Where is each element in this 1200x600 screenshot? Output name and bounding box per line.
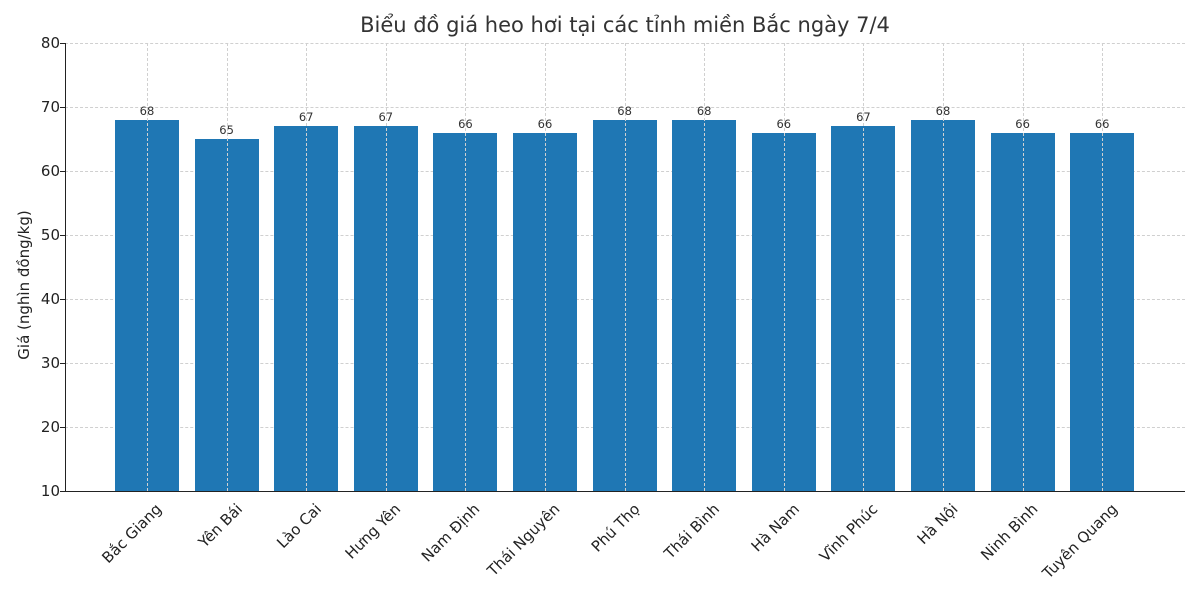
bar-value-label: 67 (298, 110, 314, 125)
bar-value-label: 68 (696, 103, 712, 118)
y-tick-mark (60, 43, 65, 44)
bar-value-label: 65 (219, 123, 234, 137)
v-gridline (1102, 43, 1104, 491)
x-tick-label: Bắc Giang (98, 500, 166, 567)
v-gridline (226, 43, 228, 491)
v-gridline (1022, 43, 1024, 491)
y-tick-label: 50 (40, 226, 60, 244)
x-tick-label: Tuyên Quang (1038, 500, 1122, 583)
y-axis-line (65, 43, 66, 492)
x-tick-label: Thái Nguyên (483, 500, 564, 580)
y-tick-label: 40 (40, 290, 60, 308)
v-gridline (465, 43, 467, 491)
y-tick-mark (60, 427, 65, 428)
bar-value-label: 68 (139, 103, 155, 118)
v-gridline (385, 43, 387, 491)
x-tick-label: Nam Định (418, 500, 484, 566)
bar-value-label: 67 (378, 110, 394, 125)
bar-value-label: 66 (458, 116, 473, 131)
x-tick-label: Vĩnh Phúc (816, 500, 882, 566)
bar-value-label: 66 (537, 116, 553, 131)
y-tick-mark (60, 171, 65, 172)
y-tick-label: 20 (40, 418, 60, 436)
x-tick-label: Hà Nam (747, 500, 803, 556)
bar-value-label: 68 (617, 103, 632, 118)
y-tick-label: 10 (40, 482, 60, 500)
bar-value-label: 66 (1094, 116, 1110, 131)
x-tick-label: Hưng Yên (341, 500, 405, 563)
bar-value-label: 66 (1015, 116, 1030, 131)
v-gridline (704, 43, 706, 491)
y-tick-label: 30 (40, 354, 60, 372)
y-tick-mark (60, 363, 65, 364)
y-tick-mark (60, 491, 65, 492)
y-tick-label: 80 (40, 34, 60, 52)
x-tick-label: Yên Bái (194, 500, 246, 552)
bar-value-label: 66 (776, 116, 792, 131)
y-tick-mark (60, 235, 65, 236)
x-tick-label: Lào Cai (273, 500, 326, 552)
x-tick-label: Hà Nội (913, 500, 962, 548)
v-gridline (624, 43, 626, 491)
plot-area: 68 65 67 67 66 66 68 68 66 67 68 66 66 (65, 43, 1185, 491)
x-tick-label: Thái Bình (660, 500, 724, 563)
x-axis-line (65, 491, 1185, 492)
x-tick-label: Ninh Bình (976, 500, 1041, 565)
y-tick-label: 60 (40, 162, 60, 180)
y-tick-mark (60, 299, 65, 300)
y-tick-label: 70 (40, 98, 60, 116)
v-gridline (943, 43, 944, 491)
v-gridline (545, 43, 546, 491)
v-gridline (306, 43, 308, 491)
v-gridline (783, 43, 785, 491)
bar-value-label: 67 (856, 110, 871, 125)
v-gridline (147, 43, 148, 491)
chart-title: Biểu đồ giá heo hơi tại các tỉnh miền Bắ… (360, 13, 890, 37)
v-gridline (863, 43, 865, 491)
x-tick-label: Phú Thọ (587, 500, 644, 556)
y-tick-mark (60, 107, 65, 108)
bar-value-label: 68 (935, 103, 951, 118)
